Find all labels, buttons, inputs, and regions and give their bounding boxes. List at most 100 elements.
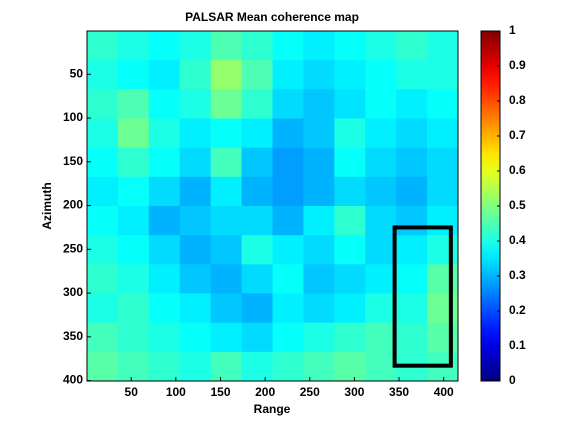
heatmap-cell xyxy=(148,351,181,382)
heatmap-cell xyxy=(148,118,181,149)
heatmap-cell xyxy=(272,351,304,382)
heatmap-cell xyxy=(396,60,428,90)
heatmap-cell xyxy=(148,293,181,324)
heatmap-cell xyxy=(241,206,273,236)
heatmap-cell xyxy=(179,176,212,207)
heatmap-cell xyxy=(303,322,335,353)
heatmap-cell xyxy=(179,89,212,119)
heatmap-cell xyxy=(365,264,397,294)
heatmap-cell xyxy=(334,235,366,265)
heatmap-cell xyxy=(117,206,150,236)
colorbar-tick-label: 0.9 xyxy=(509,58,526,72)
heatmap-cell xyxy=(272,206,304,236)
heatmap-cell xyxy=(179,235,212,265)
heatmap-cell xyxy=(148,60,181,90)
heatmap-cell xyxy=(210,264,243,294)
heatmap-cell xyxy=(365,176,397,207)
heatmap-cell xyxy=(396,264,428,294)
heatmap-cell xyxy=(179,351,212,382)
heatmap-cell xyxy=(272,118,304,149)
heatmap-cell xyxy=(396,89,428,119)
heatmap-cell xyxy=(334,118,366,149)
heatmap-cell xyxy=(303,264,335,294)
heatmap-cell xyxy=(334,293,366,324)
heatmap-cell xyxy=(427,60,459,90)
y-tick-label: 300 xyxy=(63,285,83,299)
heatmap-cell xyxy=(427,31,459,61)
heatmap-cell xyxy=(365,147,397,178)
heatmap-cell xyxy=(179,118,212,149)
heatmap-cell xyxy=(241,31,273,61)
heatmap-cell xyxy=(87,322,119,353)
heatmap-cell xyxy=(148,322,181,353)
heatmap-cell xyxy=(427,322,459,353)
heatmap-cell xyxy=(396,31,428,61)
colorbar-tick-label: 1 xyxy=(509,23,516,37)
heatmap-cell xyxy=(117,89,150,119)
heatmap-cell xyxy=(334,60,366,90)
y-tick-label: 400 xyxy=(63,373,83,387)
x-tick-label: 100 xyxy=(166,385,186,399)
y-tick-label: 350 xyxy=(63,329,83,343)
heatmap-cell xyxy=(210,147,243,178)
heatmap-cell xyxy=(148,147,181,178)
heatmap-cell xyxy=(117,264,150,294)
heatmap-cell xyxy=(179,322,212,353)
heatmap-cell xyxy=(396,235,428,265)
heatmap-cell xyxy=(117,235,150,265)
heatmap-cell xyxy=(210,322,243,353)
heatmap-cell xyxy=(334,176,366,207)
heatmap-cell xyxy=(427,293,459,324)
heatmap-cell xyxy=(303,235,335,265)
heatmap-cell xyxy=(87,293,119,324)
heatmap-cell xyxy=(179,264,212,294)
heatmap-cell xyxy=(303,206,335,236)
heatmap-cell xyxy=(241,322,273,353)
heatmap-cell xyxy=(148,31,181,61)
heatmap-cell xyxy=(427,235,459,265)
heatmap-cell xyxy=(365,322,397,353)
heatmap-cell xyxy=(427,89,459,119)
heatmap-cell xyxy=(148,235,181,265)
heatmap-cell xyxy=(303,60,335,90)
heatmap-cell xyxy=(117,176,150,207)
heatmap-cell xyxy=(241,60,273,90)
x-tick-label: 350 xyxy=(389,385,409,399)
colorbar-tick-label: 0.4 xyxy=(509,233,526,247)
heatmap-cell xyxy=(303,118,335,149)
heatmap-cell xyxy=(272,264,304,294)
heatmap-cell xyxy=(117,322,150,353)
heatmap-cell xyxy=(334,264,366,294)
heatmap-cell xyxy=(87,60,119,90)
heatmap-cell xyxy=(272,60,304,90)
heatmap-cell xyxy=(365,235,397,265)
heatmap-cell xyxy=(272,322,304,353)
heatmap-cell xyxy=(303,89,335,119)
heatmap-cell xyxy=(396,118,428,149)
heatmap-cell xyxy=(210,60,243,90)
heatmap-cell xyxy=(117,31,150,61)
heatmap-cell xyxy=(365,118,397,149)
heatmap-cell xyxy=(365,89,397,119)
heatmap-cell xyxy=(427,264,459,294)
heatmap-cell xyxy=(365,60,397,90)
heatmap-cell xyxy=(179,206,212,236)
x-tick-label: 300 xyxy=(344,385,364,399)
heatmap-cell xyxy=(148,89,181,119)
x-tick-label: 200 xyxy=(255,385,275,399)
heatmap-cell xyxy=(87,176,119,207)
heatmap-cell xyxy=(427,147,459,178)
x-axis-label: Range xyxy=(254,402,291,416)
heatmap-cell xyxy=(427,118,459,149)
heatmap-cell xyxy=(87,147,119,178)
heatmap-cell xyxy=(241,264,273,294)
heatmap-cell xyxy=(179,147,212,178)
heatmap-cell xyxy=(148,206,181,236)
heatmap-cell xyxy=(210,293,243,324)
x-tick-label: 400 xyxy=(434,385,454,399)
heatmap-cell xyxy=(241,176,273,207)
heatmap-cell xyxy=(396,322,428,353)
y-tick-label: 50 xyxy=(70,66,84,80)
colorbar-tick-label: 0.2 xyxy=(509,303,526,317)
heatmap-cell xyxy=(241,89,273,119)
